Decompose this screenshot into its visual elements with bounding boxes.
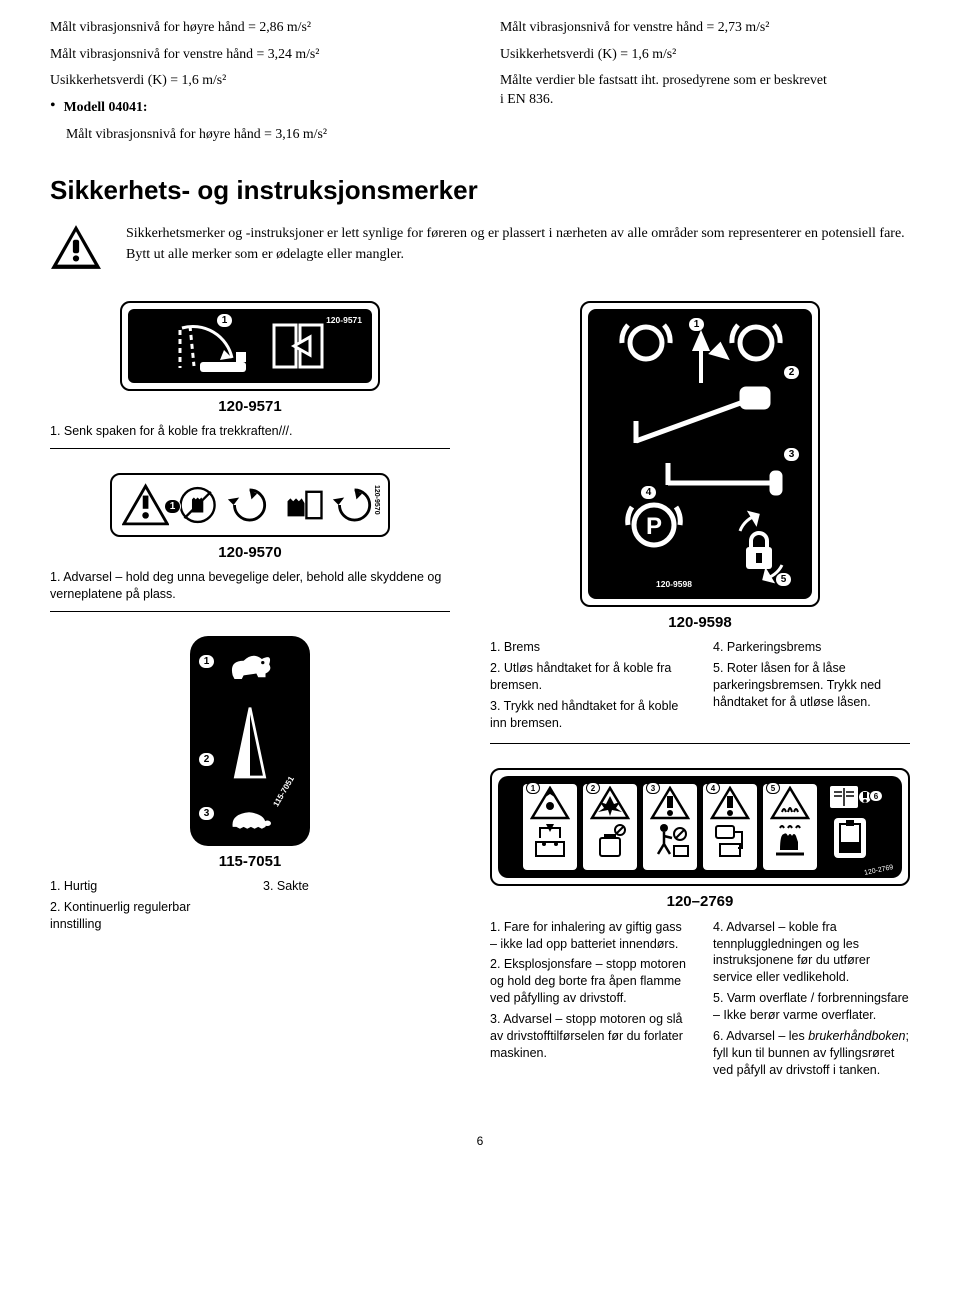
svg-text:P: P	[646, 513, 662, 540]
uncert-right: Usikkerhetsverdi (K) = 1,6 m/s²	[500, 45, 910, 64]
warning-text: Sikkerhetsmerker og -instruksjoner er le…	[126, 224, 910, 265]
decal-9571: 1 120-9571	[120, 301, 380, 391]
decal-2769-cell1: 1	[523, 784, 577, 870]
disengage-icon	[270, 319, 330, 373]
standard-note: Målte verdier ble fastsatt iht. prosedyr…	[500, 71, 910, 108]
model-label: Modell 04041:	[64, 99, 148, 114]
decal-9571-id: 120-9571	[50, 397, 450, 417]
vib-right-316: Målt vibrasjonsnivå for høyre hånd = 3,1…	[66, 125, 460, 144]
measurements-right: Målt vibrasjonsnivå for venstre hånd = 2…	[500, 18, 910, 151]
decal-9570: 1	[110, 473, 390, 537]
rotating-arrows2-icon	[331, 483, 378, 527]
decal-2769-cell4: 4	[703, 784, 757, 870]
fuel-level-icon	[828, 814, 872, 862]
decal-2769-cell5: 5	[763, 784, 817, 870]
vib-left-324: Målt vibrasjonsnivå for venstre hånd = 3…	[50, 45, 460, 64]
rotating-arrows-icon	[226, 483, 273, 527]
no-hand-icon	[175, 483, 220, 527]
warning-tri-small-icon	[122, 483, 169, 527]
decal-2769-cell3: 3	[643, 784, 697, 870]
decals-grid: 1 120-9571	[50, 301, 910, 1107]
decal-9570-id: 120-9570	[50, 543, 450, 563]
rabbit-icon	[223, 648, 277, 685]
decal-2769-block: 1 2	[490, 768, 910, 1082]
decal-7051-id: 115-7051	[50, 852, 450, 872]
decal-7051: 1 2 3 115-7051	[190, 636, 310, 846]
legend-2769-i6: 6. Advarsel – les brukerhåndboken; fyll …	[713, 1028, 910, 1079]
page-title: Sikkerhets- og instruksjonsmerker	[50, 173, 910, 208]
spark-plug-icon	[710, 820, 750, 860]
decal-7051-legend: 1. Hurtig 2. Kontinuerlig regulerbar inn…	[50, 878, 450, 937]
hot-surface-hand-icon	[770, 820, 810, 860]
read-manual-icon	[828, 784, 872, 810]
warning-intro: Sikkerhetsmerker og -instruksjoner er le…	[50, 224, 910, 275]
decal-2769-legend: 1. Fare for inhalering av giftig gass – …	[490, 919, 910, 1083]
vib-left-273: Målt vibrasjonsnivå for venstre hånd = 2…	[500, 18, 910, 37]
decal-7051-block: 1 2 3 115-7051	[50, 636, 450, 937]
decal-9571-legend: 1. Senk spaken for å koble fra trekkraft…	[50, 423, 450, 440]
decal-9598: 1 2 3 4 5 120-9598	[580, 301, 820, 607]
crush-hand-icon	[280, 483, 325, 527]
decals-left-col: 1 120-9571	[50, 301, 450, 1107]
turtle-icon	[225, 805, 275, 834]
vib-right-286: Målt vibrasjonsnivå for høyre hånd = 2,8…	[50, 18, 460, 37]
decal-9598-id: 120-9598	[490, 613, 910, 633]
decal-2769-cell2: 2	[583, 784, 637, 870]
warning-triangle-icon	[50, 224, 102, 275]
uncert-left: Usikkerhetsverdi (K) = 1,6 m/s²	[50, 71, 460, 90]
decal-9570-legend: 1. Advarsel – hold deg unna bevegelige d…	[50, 569, 450, 603]
decal-2769: 1 2	[490, 768, 910, 886]
speed-triangle-icon	[226, 704, 274, 784]
model-bullet: • Modell 04041:	[50, 98, 460, 125]
decal-9571-block: 1 120-9571	[50, 301, 450, 449]
decal-9598-block: 1 2 3 4 5 120-9598	[490, 301, 910, 745]
lever-arc-icon	[170, 318, 250, 374]
decal-9598-legend: 1. Brems 2. Utløs håndtaket for å koble …	[490, 639, 910, 735]
decal-2769-cell6: 6	[823, 784, 877, 870]
measurement-columns: Målt vibrasjonsnivå for høyre hånd = 2,8…	[50, 18, 910, 151]
decal-2769-id: 120–2769	[490, 892, 910, 912]
decals-right-col: 1 2 3 4 5 120-9598	[490, 301, 910, 1107]
fuel-flame-icon	[590, 820, 630, 860]
decal-9570-block: 1	[50, 473, 450, 612]
bullet-icon: •	[50, 98, 56, 125]
person-leave-icon	[650, 820, 690, 860]
page-number: 6	[50, 1133, 910, 1149]
measurements-left: Målt vibrasjonsnivå for høyre hånd = 2,8…	[50, 18, 460, 151]
battery-indoor-icon	[530, 820, 570, 860]
brake-lever-icon: P	[596, 313, 806, 593]
